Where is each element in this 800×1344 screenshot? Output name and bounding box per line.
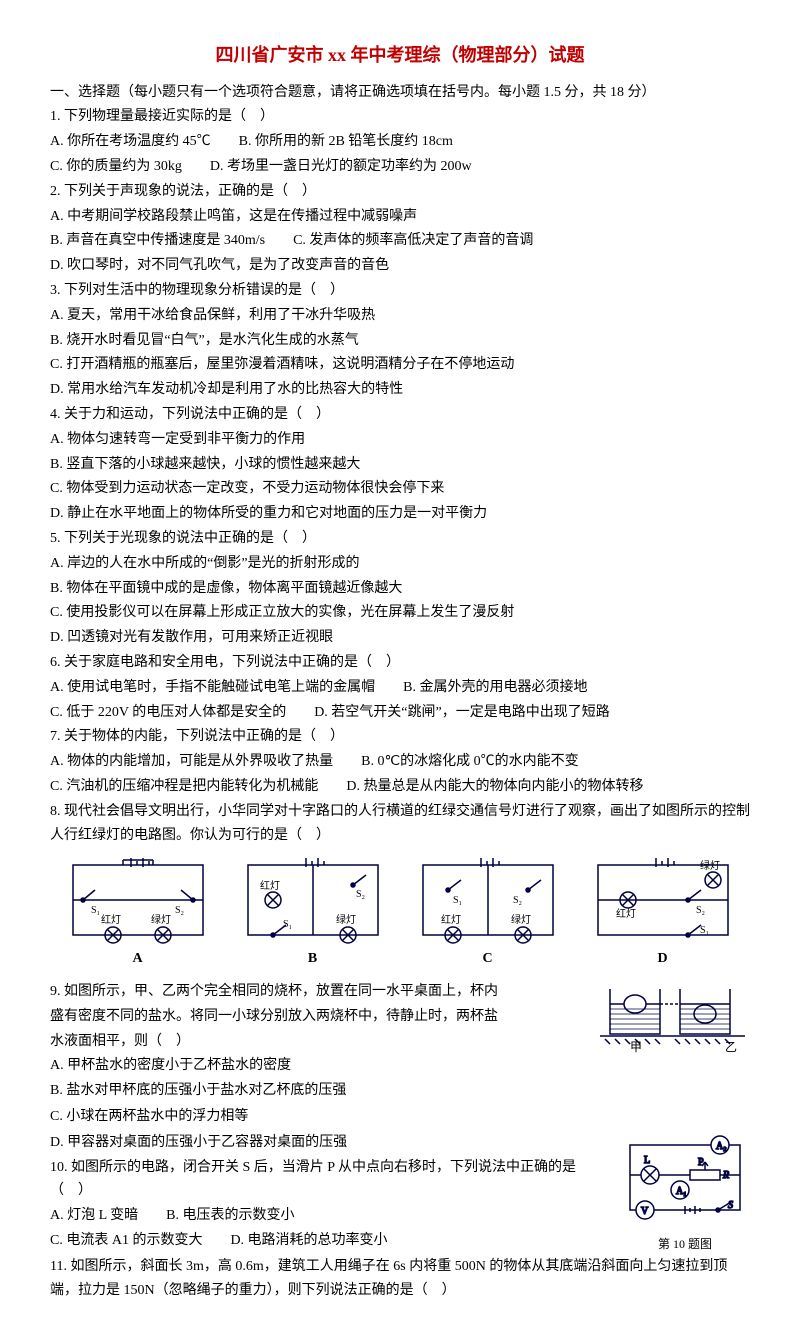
circuit-c: S₁ S₂ 红灯 绿灯 C bbox=[413, 855, 563, 971]
q2-a: A. 中考期间学校路段禁止鸣笛，这是在传播过程中减弱噪声 bbox=[50, 205, 750, 229]
q9-b: B. 盐水对甲杯底的压强小于盐水对乙杯底的压强 bbox=[50, 1079, 590, 1103]
svg-text:绿灯: 绿灯 bbox=[151, 913, 171, 926]
q1: 1. 下列物理量最接近实际的是（ ） bbox=[50, 105, 750, 129]
q7: 7. 关于物体的内能，下列说法中正确的是（ ） bbox=[50, 725, 750, 749]
q6-ab: A. 使用试电笔时，手指不能触碰试电笔上端的金属帽 B. 金属外壳的用电器必须接… bbox=[50, 676, 750, 700]
q6: 6. 关于家庭电路和安全用电，下列说法中正确的是（ ） bbox=[50, 651, 750, 675]
circuit-d: 绿灯 红灯 S₂ S₁ D bbox=[588, 855, 738, 971]
svg-text:A₁: A₁ bbox=[676, 1186, 687, 1197]
q3: 3. 下列对生活中的物理现象分析错误的是（ ） bbox=[50, 279, 750, 303]
svg-text:甲: 甲 bbox=[630, 1040, 642, 1054]
svg-text:S₂: S₂ bbox=[356, 889, 365, 900]
svg-text:S: S bbox=[728, 1200, 733, 1211]
q9-d: D. 甲容器对桌面的压强小于乙容器对桌面的压强 bbox=[50, 1131, 610, 1155]
label-b: B bbox=[238, 947, 388, 971]
svg-text:绿灯: 绿灯 bbox=[700, 859, 720, 872]
svg-text:红灯: 红灯 bbox=[101, 913, 121, 926]
label-d: D bbox=[588, 947, 738, 971]
q9-2: 盛有密度不同的盐水。将同一小球分别放入两烧杯中，待静止时，两杯盐 bbox=[50, 1005, 590, 1029]
q9-c: C. 小球在两杯盐水中的浮力相等 bbox=[50, 1105, 750, 1129]
q10-cd: C. 电流表 A1 的示数变大 D. 电路消耗的总功率变小 bbox=[50, 1229, 610, 1253]
q4-c: C. 物体受到力运动状态一定改变，不受力运动物体很快会停下来 bbox=[50, 477, 750, 501]
q10-ab: A. 灯泡 L 变暗 B. 电压表的示数变小 bbox=[50, 1204, 610, 1228]
q4-b: B. 竖直下落的小球越来越快，小球的惯性越来越大 bbox=[50, 453, 750, 477]
q3-a: A. 夏天，常用干冰给食品保鲜，利用了干冰升华吸热 bbox=[50, 304, 750, 328]
q9-3: 水液面相平，则（ ） bbox=[50, 1030, 590, 1054]
q8: 8. 现代社会倡导文明出行，小华同学对十字路口的人行横道的红绿交通信号灯进行了观… bbox=[50, 800, 750, 848]
q9-1: 9. 如图所示，甲、乙两个完全相同的烧杯，放置在同一水平桌面上，杯内 bbox=[50, 980, 590, 1004]
svg-text:S₁: S₁ bbox=[453, 895, 462, 906]
circuit-a-svg: S₁ S₂ 红灯 绿灯 bbox=[63, 855, 213, 945]
q9-figure: 甲 乙 bbox=[600, 979, 750, 1104]
svg-text:R: R bbox=[722, 1170, 729, 1181]
circuit-d-svg: 绿灯 红灯 S₂ S₁ bbox=[588, 855, 738, 945]
svg-text:绿灯: 绿灯 bbox=[336, 913, 356, 926]
section-heading: 一、选择题（每小题只有一个选项符合题意，请将正确选项填在括号内。每小题 1.5 … bbox=[50, 81, 750, 105]
svg-text:红灯: 红灯 bbox=[441, 913, 461, 926]
svg-text:S₁: S₁ bbox=[91, 905, 100, 916]
q7-ab: A. 物体的内能增加，可能是从外界吸收了热量 B. 0℃的冰熔化成 0℃的水内能… bbox=[50, 750, 750, 774]
q11: 11. 如图所示，斜面长 3m，高 0.6m，建筑工人用绳子在 6s 内将重 5… bbox=[50, 1255, 750, 1303]
q1-opts-ab: A. 你所在考场温度约 45℃ B. 你所用的新 2B 铅笔长度约 18cm bbox=[50, 130, 750, 154]
q5-b: B. 物体在平面镜中成的是虚像，物体离平面镜越近像越大 bbox=[50, 577, 750, 601]
q5-a: A. 岸边的人在水中所成的“倒影”是光的折射形成的 bbox=[50, 552, 750, 576]
svg-text:V: V bbox=[641, 1206, 649, 1217]
svg-text:S₁: S₁ bbox=[283, 919, 292, 930]
q10: 10. 如图所示的电路，闭合开关 S 后，当滑片 P 从中点向右移时，下列说法中… bbox=[50, 1156, 610, 1204]
q2-bc: B. 声音在真空中传播速度是 340m/s C. 发声体的频率高低决定了声音的音… bbox=[50, 229, 750, 253]
q3-d: D. 常用水给汽车发动机冷却是利用了水的比热容大的特性 bbox=[50, 378, 750, 402]
svg-text:红灯: 红灯 bbox=[260, 879, 280, 892]
q3-b: B. 烧开水时看见冒“白气”，是水汽化生成的水蒸气 bbox=[50, 329, 750, 353]
circuit-a: S₁ S₂ 红灯 绿灯 A bbox=[63, 855, 213, 971]
q7-cd: C. 汽油机的压缩冲程是把内能转化为机械能 D. 热量总是从内能大的物体向内能小… bbox=[50, 775, 750, 799]
q4-d: D. 静止在水平地面上的物体所受的重力和它对地面的压力是一对平衡力 bbox=[50, 502, 750, 526]
q3-c: C. 打开酒精瓶的瓶塞后，屋里弥漫着酒精味，这说明酒精分子在不停地运动 bbox=[50, 353, 750, 377]
svg-text:S₂: S₂ bbox=[696, 905, 705, 916]
svg-text:乙: 乙 bbox=[725, 1040, 737, 1054]
q9-a: A. 甲杯盐水的密度小于乙杯盐水的密度 bbox=[50, 1054, 590, 1078]
svg-text:S₂: S₂ bbox=[175, 905, 184, 916]
q1-opts-cd: C. 你的质量约为 30kg D. 考场里一盏日光灯的额定功率约为 200w bbox=[50, 155, 750, 179]
circuit-b-svg: 红灯 S₂ S₁ 绿灯 bbox=[238, 855, 388, 945]
q2-d: D. 吹口琴时，对不同气孔吹气，是为了改变声音的音色 bbox=[50, 254, 750, 278]
label-c: C bbox=[413, 947, 563, 971]
svg-text:A₂: A₂ bbox=[716, 1141, 727, 1152]
q5-c: C. 使用投影仪可以在屏幕上形成正立放大的实像，光在屏幕上发生了漫反射 bbox=[50, 601, 750, 625]
svg-text:红灯: 红灯 bbox=[616, 907, 636, 920]
svg-text:P: P bbox=[698, 1157, 704, 1168]
q4-a: A. 物体匀速转弯一定受到非平衡力的作用 bbox=[50, 428, 750, 452]
page-title: 四川省广安市 xx 年中考理综（物理部分）试题 bbox=[50, 40, 750, 71]
circuit-diagrams: S₁ S₂ 红灯 绿灯 A 红灯 S₂ S₁ 绿灯 B bbox=[50, 855, 750, 971]
svg-text:L: L bbox=[644, 1155, 650, 1166]
circuit-c-svg: S₁ S₂ 红灯 绿灯 bbox=[413, 855, 563, 945]
label-a: A bbox=[63, 947, 213, 971]
q6-cd: C. 低于 220V 的电压对人体都是安全的 D. 若空气开关“跳闸”，一定是电… bbox=[50, 701, 750, 725]
circuit-b: 红灯 S₂ S₁ 绿灯 B bbox=[238, 855, 388, 971]
q10-caption: 第 10 题图 bbox=[620, 1234, 750, 1254]
q5: 5. 下列关于光现象的说法中正确的是（ ） bbox=[50, 527, 750, 551]
q10-figure: A₂ L P R A₁ V S 第 10 题图 bbox=[620, 1130, 750, 1254]
q4: 4. 关于力和运动，下列说法中正确的是（ ） bbox=[50, 403, 750, 427]
svg-text:S₁: S₁ bbox=[700, 925, 709, 936]
q5-d: D. 凹透镜对光有发散作用，可用来矫正近视眼 bbox=[50, 626, 750, 650]
svg-text:S₂: S₂ bbox=[513, 895, 522, 906]
q2: 2. 下列关于声现象的说法，正确的是（ ） bbox=[50, 180, 750, 204]
svg-text:绿灯: 绿灯 bbox=[511, 913, 531, 926]
